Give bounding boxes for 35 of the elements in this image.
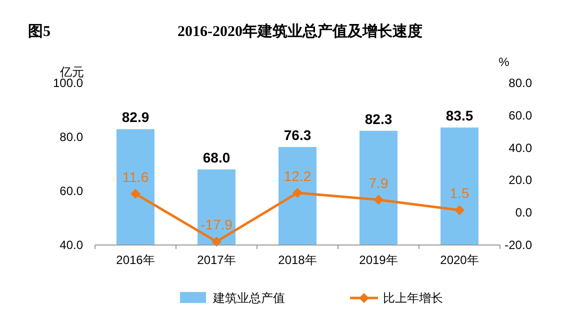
legend-label: 比上年增长 [383, 291, 443, 305]
data-label: 1.5 [450, 185, 470, 202]
x-tick-label: 2016年 [116, 253, 155, 267]
y2-tick-label: 80.0 [508, 76, 532, 90]
point [292, 188, 302, 198]
data-label: 76.3 [284, 126, 312, 143]
chart-title: 2016-2020年建筑业总产值及增长速度 [178, 22, 422, 40]
data-label: 12.2 [284, 168, 312, 184]
point [212, 236, 222, 247]
data-label: -17.9 [200, 216, 233, 233]
data-label: 83.5 [446, 108, 474, 124]
x-tick-label: 2018年 [278, 253, 317, 267]
y2-tick-label: 40.0 [508, 140, 532, 155]
data-label: 68.0 [202, 149, 230, 166]
caption: 图5 [28, 24, 50, 40]
data-label: 7.9 [368, 174, 388, 191]
y-tick-label: 80.0 [60, 130, 84, 144]
y2-axis-title: % [498, 55, 510, 69]
x-tick-label: 2019年 [359, 253, 398, 267]
y-tick-label: 40.0 [60, 238, 84, 252]
y-tick-label: 60.0 [60, 184, 84, 198]
y2-tick-label: 0.0 [515, 206, 532, 220]
point [130, 188, 140, 199]
data-label: 82.3 [364, 110, 392, 127]
y2-tick-label: 60.0 [508, 108, 532, 122]
x-tick-label: 2017年 [197, 253, 236, 267]
data-label: 82.9 [122, 109, 150, 126]
legend-label: 建筑业总产值 [212, 291, 285, 305]
x-tick-label: 2020年 [440, 253, 479, 267]
point [374, 194, 384, 205]
y2-tick-label: 20.0 [508, 173, 532, 188]
point [454, 205, 464, 216]
y-axis-title: 亿元 [59, 65, 84, 79]
data-label: 11.6 [122, 168, 149, 185]
y2-tick-label: -20.0 [504, 238, 532, 252]
